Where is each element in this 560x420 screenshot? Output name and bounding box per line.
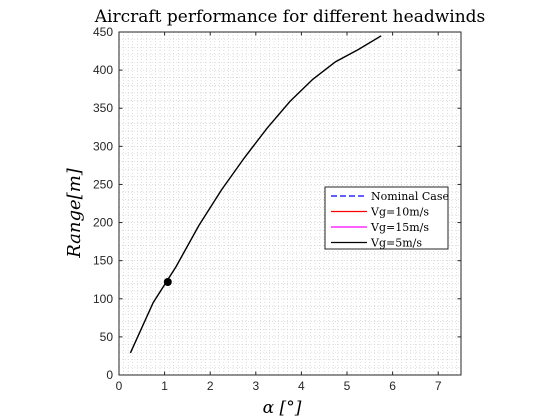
legend-label: Vg=15m/s: [370, 221, 429, 234]
legend-box: [324, 186, 449, 250]
legend-label: Nominal Case: [371, 190, 449, 203]
data-point-marker: [163, 278, 172, 287]
legend-label: Vg=5m/s: [370, 237, 422, 250]
y-axis-label: Range[m]: [64, 167, 85, 259]
y-tick-label: 50: [100, 330, 114, 344]
y-tick-label: 300: [93, 139, 113, 153]
x-axis-label: α [°]: [263, 398, 302, 418]
x-tick-label: 2: [207, 379, 214, 393]
y-tick-label: 0: [106, 368, 113, 382]
x-tick-label: 0: [116, 379, 123, 393]
legend-label: Vg=10m/s: [370, 206, 429, 219]
legend: Nominal Case Vg=10m/s Vg=15m/s Vg=5m/s: [324, 186, 449, 250]
x-tick-label: 6: [389, 379, 396, 393]
minor-grid: [119, 32, 461, 375]
x-tick-label: 7: [435, 379, 442, 393]
y-tick-label: 100: [93, 292, 113, 306]
y-tick-label: 350: [93, 101, 113, 115]
chart-title: Aircraft performance for different headw…: [94, 7, 486, 27]
x-tick-label: 1: [161, 379, 168, 393]
x-tick-label: 3: [252, 379, 259, 393]
axis-ticks: 0 1 2 3 4 5 6 7 0 50 100 150 200 250 300 350 400 450: [93, 25, 461, 393]
series-layer: [129, 35, 382, 354]
y-tick-label: 450: [93, 25, 113, 39]
series-line: [129, 35, 382, 354]
y-tick-label: 250: [93, 177, 113, 191]
y-tick-label: 150: [93, 254, 113, 268]
x-tick-label: 4: [298, 379, 305, 393]
plot-area-frame: [118, 31, 462, 376]
y-tick-label: 400: [93, 63, 113, 77]
y-tick-label: 200: [93, 216, 113, 230]
x-tick-label: 5: [344, 379, 351, 393]
